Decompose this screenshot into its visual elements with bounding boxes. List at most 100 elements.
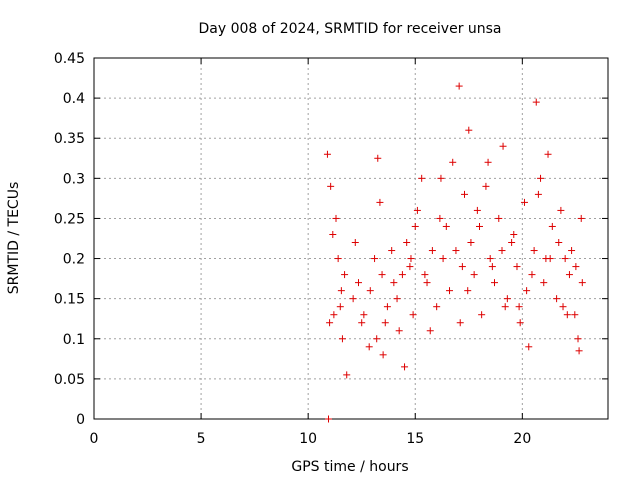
data-point	[323, 150, 331, 158]
data-point	[437, 174, 445, 182]
y-tick-label: 0.3	[63, 171, 85, 187]
data-point	[563, 311, 571, 319]
y-tick-label: 0.15	[54, 292, 85, 308]
data-point	[366, 287, 374, 295]
data-point	[456, 319, 464, 327]
data-point	[354, 279, 362, 287]
y-tick-label: 0	[76, 412, 85, 428]
data-point	[525, 343, 533, 351]
data-point	[379, 351, 387, 359]
axis-ticks: 0 0.05 0.1 0.15 0.2 0.25 0.3 0.35 0.4 0.45 0 5 10 15 2…	[54, 51, 608, 447]
data-point	[442, 222, 450, 230]
data-point	[467, 239, 475, 247]
data-points	[323, 82, 586, 423]
data-point	[498, 247, 506, 255]
data-point	[464, 287, 472, 295]
data-point	[395, 327, 403, 335]
data-point	[337, 287, 345, 295]
grid-lines	[94, 58, 608, 419]
data-point	[484, 158, 492, 166]
y-tick-label: 0.1	[63, 332, 85, 348]
data-point	[371, 255, 379, 263]
x-tick-label: 15	[406, 431, 424, 447]
data-point	[557, 206, 565, 214]
data-point	[439, 255, 447, 263]
data-point	[523, 287, 531, 295]
data-point	[458, 263, 466, 271]
data-point	[336, 303, 344, 311]
y-tick-label: 0.05	[54, 372, 85, 388]
data-point	[329, 230, 337, 238]
data-point	[409, 311, 417, 319]
data-point	[534, 190, 542, 198]
y-axis-label: SRMTID / TECUs	[6, 182, 22, 295]
data-point	[528, 271, 536, 279]
data-point	[423, 279, 431, 287]
data-point	[516, 319, 524, 327]
data-point	[495, 214, 503, 222]
data-point	[341, 271, 349, 279]
data-point	[559, 303, 567, 311]
data-point	[455, 82, 463, 90]
data-point	[465, 126, 473, 134]
data-point	[325, 415, 333, 423]
data-point	[537, 174, 545, 182]
data-point	[327, 182, 335, 190]
x-tick-label: 20	[513, 431, 531, 447]
data-point	[501, 303, 509, 311]
data-point	[488, 263, 496, 271]
data-point	[575, 347, 583, 355]
data-point	[383, 303, 391, 311]
data-point	[418, 174, 426, 182]
data-point	[515, 303, 523, 311]
plot-frame	[93, 57, 609, 420]
data-point	[476, 222, 483, 230]
data-point	[530, 247, 538, 255]
chart-title: Day 008 of 2024, SRMTID for receiver uns…	[198, 21, 501, 37]
data-point	[508, 239, 516, 247]
data-point	[378, 271, 386, 279]
data-point	[360, 311, 368, 319]
data-point	[428, 247, 436, 255]
data-point	[490, 279, 498, 287]
data-point	[426, 327, 434, 335]
data-point	[433, 303, 441, 311]
y-tick-label: 0.2	[63, 252, 85, 268]
data-point	[334, 255, 342, 263]
data-point	[365, 343, 373, 351]
data-point	[555, 239, 563, 247]
data-point	[330, 311, 338, 319]
y-tick-label: 0.25	[54, 211, 85, 227]
data-point	[486, 255, 494, 263]
data-point	[388, 247, 396, 255]
data-point	[503, 295, 511, 303]
data-point	[376, 198, 384, 206]
data-point	[461, 190, 469, 198]
data-point	[510, 230, 518, 238]
y-tick-label: 0.4	[63, 91, 85, 107]
data-point	[532, 98, 540, 106]
data-point	[381, 319, 389, 327]
x-tick-label: 0	[90, 431, 99, 447]
data-point	[393, 295, 401, 303]
data-point	[452, 247, 460, 255]
x-axis-label: GPS time / hours	[291, 459, 408, 475]
data-point	[478, 311, 486, 319]
data-point	[540, 279, 548, 287]
data-point	[544, 150, 552, 158]
data-point	[513, 263, 521, 271]
data-point	[358, 319, 366, 327]
data-point	[470, 271, 478, 279]
data-point	[349, 295, 357, 303]
data-point	[411, 222, 419, 230]
data-point	[446, 287, 454, 295]
data-point	[449, 158, 457, 166]
y-tick-label: 0.45	[54, 51, 85, 67]
data-point	[373, 335, 381, 343]
data-point	[542, 255, 550, 263]
data-point	[338, 335, 346, 343]
data-point	[578, 279, 586, 287]
data-point	[561, 255, 569, 263]
data-point	[473, 206, 481, 214]
